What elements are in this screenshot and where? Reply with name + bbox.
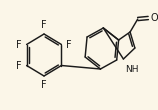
Text: NH: NH — [125, 65, 139, 74]
Text: F: F — [66, 39, 72, 50]
Text: F: F — [16, 39, 22, 50]
Text: F: F — [16, 61, 22, 71]
Text: F: F — [41, 80, 47, 90]
Text: O: O — [150, 13, 158, 23]
Text: F: F — [41, 20, 47, 30]
